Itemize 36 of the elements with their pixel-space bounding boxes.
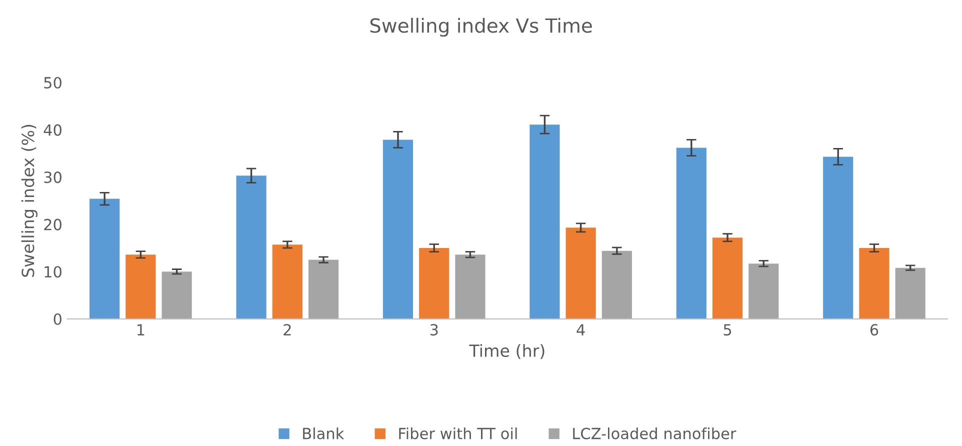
- bar: [126, 254, 156, 319]
- bar: [272, 244, 302, 319]
- x-axis-title: Time (hr): [469, 344, 544, 359]
- bar: [530, 124, 560, 319]
- y-tick-label: 10: [44, 266, 62, 278]
- bar: [162, 272, 192, 319]
- bar: [566, 228, 596, 319]
- bar: [602, 250, 632, 319]
- legend-label: Blank: [303, 427, 344, 440]
- y-tick-label: 20: [44, 218, 62, 230]
- y-tick-label: 40: [44, 124, 62, 136]
- chart-title: Swelling index Vs Time: [370, 18, 592, 37]
- bar: [823, 156, 854, 319]
- bar: [712, 238, 743, 319]
- bar: [90, 198, 120, 319]
- y-tick-label: 0: [54, 313, 62, 325]
- bar: [859, 248, 890, 319]
- bar: [676, 148, 706, 319]
- x-tick-label: 2: [284, 324, 291, 336]
- x-tick-label: 5: [724, 324, 732, 336]
- y-axis-title: Swelling index (%): [21, 124, 38, 277]
- x-tick-label: 6: [870, 324, 878, 336]
- x-tick-label: 1: [138, 324, 144, 336]
- x-tick-label: 3: [430, 324, 438, 336]
- bar: [419, 248, 450, 319]
- legend-label: Fiber with TT oil: [399, 427, 517, 440]
- legend-label: LCZ-loaded nanofiber: [573, 427, 736, 440]
- bar: [308, 260, 339, 319]
- bar: [236, 176, 266, 319]
- bar: [748, 264, 779, 319]
- y-tick-label: 50: [44, 76, 62, 89]
- bar: [455, 254, 486, 319]
- x-tick-label: 4: [576, 324, 585, 336]
- y-tick-label: 30: [44, 172, 62, 184]
- bar: [895, 268, 926, 319]
- bar: [382, 140, 414, 319]
